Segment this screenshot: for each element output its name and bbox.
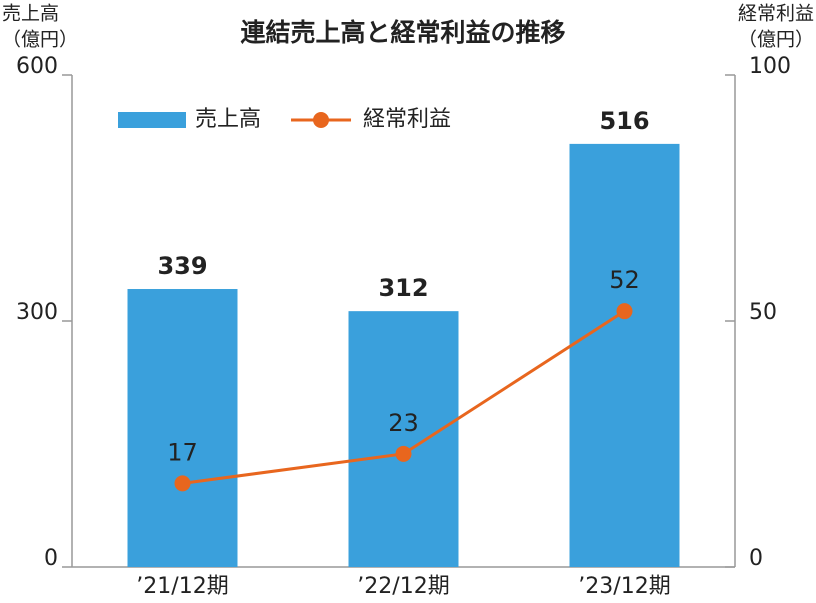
- chart-title: 連結売上高と経常利益の推移: [240, 18, 565, 47]
- bar: [348, 311, 459, 567]
- bar: [569, 143, 680, 567]
- data-label: 339: [157, 252, 207, 280]
- y-tick-label: 0: [44, 546, 58, 571]
- y-axis-label: （億円）: [2, 29, 78, 51]
- line-point: [395, 445, 412, 462]
- line-point: [616, 303, 633, 320]
- legend-label: 経常利益: [363, 107, 451, 132]
- line-point: [174, 475, 191, 492]
- legend-swatch: [313, 112, 330, 128]
- y-tick-label: 300: [16, 300, 58, 325]
- y-tick-label: 600: [16, 54, 58, 79]
- x-tick-label: ’23/12期: [578, 574, 670, 599]
- data-label: 17: [167, 438, 198, 466]
- y2-tick-label: 100: [749, 54, 791, 79]
- data-label: 312: [378, 274, 428, 302]
- y2-axis-label: （億円）: [738, 29, 814, 51]
- legend-label: 売上高: [195, 107, 261, 132]
- x-tick-label: ’22/12期: [357, 574, 449, 599]
- x-tick-label: ’21/12期: [136, 574, 228, 599]
- data-label: 23: [388, 409, 419, 437]
- data-label: 52: [609, 266, 640, 294]
- bar: [127, 289, 238, 567]
- y2-tick-label: 0: [749, 546, 763, 571]
- data-label: 516: [599, 107, 649, 135]
- y-axis-label: 売上高: [2, 3, 59, 25]
- y2-tick-label: 50: [749, 300, 777, 325]
- legend-swatch: [118, 112, 186, 128]
- y2-axis-label: 経常利益: [738, 3, 814, 25]
